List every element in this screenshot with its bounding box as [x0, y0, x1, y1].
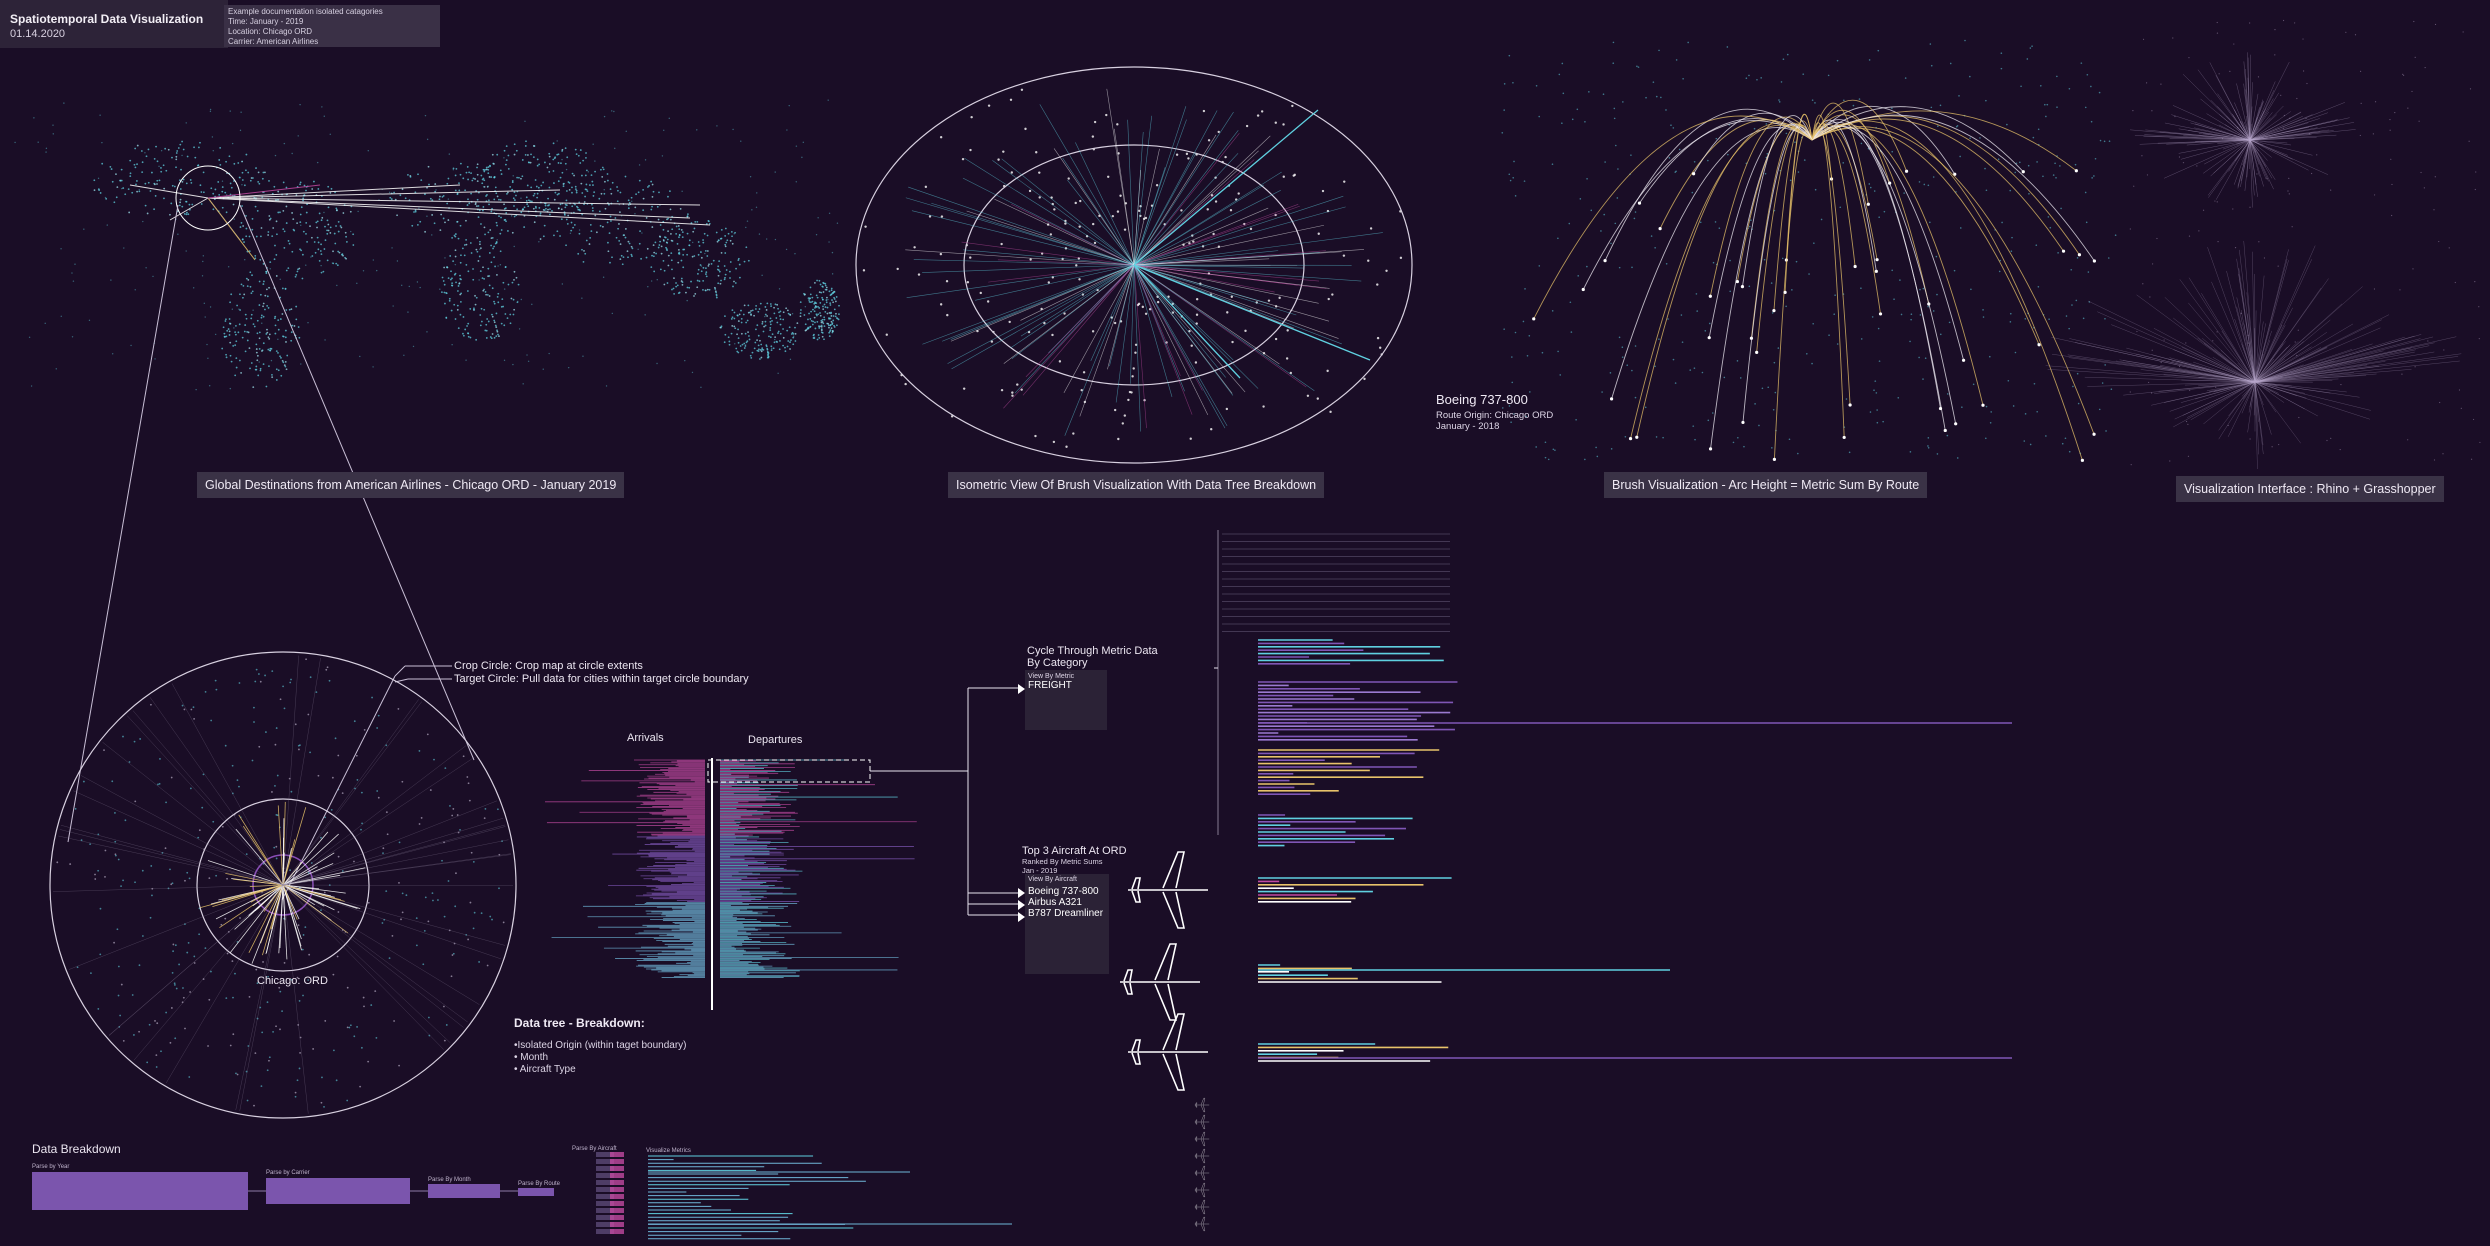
breakdown-label: Parse by Carrier: [266, 1170, 310, 1176]
metric-cycle-title: Cycle Through Metric Data By Category: [1027, 645, 1158, 669]
crop-circle-note: Crop Circle: Crop map at circle extents: [454, 660, 643, 672]
airplane-icon: [1194, 1200, 1210, 1214]
top-aircraft-title: Top 3 Aircraft At ORD Ranked By Metric S…: [1022, 845, 1127, 875]
aircraft-item-2[interactable]: Airbus A321: [1028, 897, 1082, 908]
aircraft-arrow-icon: [1018, 888, 1025, 898]
caption-brush: Brush Visualization - Arc Height = Metri…: [1604, 472, 1928, 498]
tree-connectors: [870, 667, 1218, 916]
data-tree-item: •Isolated Origin (within taget boundary): [514, 1040, 687, 1051]
data-tree-note: Data tree - Breakdown: •Isolated Origin …: [514, 1016, 686, 1076]
caption-isometric: Isometric View Of Brush Visualization Wi…: [948, 472, 1325, 498]
caption-global: Global Destinations from American Airlin…: [197, 472, 625, 498]
boeing-note-title: Boeing 737-800: [1436, 392, 1528, 407]
airplane-icon: [1194, 1166, 1210, 1180]
page-date: 01.14.2020: [10, 28, 66, 40]
aircraft-item-1[interactable]: Boeing 737-800: [1028, 886, 1099, 897]
info-line: Example documentation isolated catagorie…: [228, 7, 383, 16]
breakdown-label: Parse by Year: [32, 1164, 70, 1170]
breakdown-label: Parse By Month: [428, 1177, 471, 1183]
aircraft-arrow-icon: [1018, 900, 1025, 910]
data-breakdown-title: Data Breakdown: [32, 1142, 121, 1156]
breakdown-label: Parse By Aircraft: [572, 1146, 617, 1152]
departures-label: Departures: [748, 734, 803, 746]
zoom-connectors: [67, 204, 475, 901]
world-map-dots: [14, 99, 840, 391]
arc-map-dots: [1501, 39, 2117, 461]
airplane-icon: [1194, 1132, 1210, 1146]
city-label: Chicago: ORD: [257, 975, 328, 987]
data-tree-item: • Month: [514, 1052, 549, 1063]
world-target-circle: [175, 165, 241, 231]
interface-lines: [2045, 52, 2462, 470]
breakdown-bars: [32, 1172, 554, 1210]
top-aircraft-period: Jan - 2019: [1022, 866, 1058, 875]
caption-interface: Visualization Interface : Rhino + Grassh…: [2176, 476, 2444, 502]
iso-outer-ellipse: [855, 66, 1413, 464]
info-line: Location: Chicago ORD: [228, 27, 313, 36]
airplane-icon: [1120, 943, 1200, 1021]
target-circle-note: Target Circle: Pull data for cities with…: [454, 673, 749, 685]
page-title: Spatiotemporal Data Visualization: [10, 12, 204, 26]
interface-dots: [2129, 19, 2481, 466]
info-line: Carrier: American Airlines: [228, 37, 319, 46]
metric-bars: [1217, 530, 2012, 1062]
circle-rays: [53, 655, 513, 1114]
header-info: Example documentation isolated catagorie…: [224, 5, 440, 47]
target-circle: [196, 798, 370, 972]
arrivals-departures-histogram: [545, 758, 917, 1010]
metric-arrow-icon: [1018, 684, 1025, 694]
airplane-icon: [1128, 851, 1208, 929]
airplane-icon: [1194, 1149, 1210, 1163]
title-block: Spatiotemporal Data Visualization 01.14.…: [0, 0, 228, 48]
brush-arcs: [1532, 99, 2096, 462]
visualize-metrics-lines: [648, 1155, 1012, 1240]
airplane-icon: [1194, 1217, 1210, 1231]
crop-circle: [49, 651, 517, 1119]
airplane-icon: [1194, 1115, 1210, 1129]
airplane-icon: [1128, 1013, 1208, 1091]
info-line: Time: January - 2019: [228, 17, 304, 26]
boeing-note-origin: Route Origin: Chicago ORD: [1436, 410, 1554, 421]
arrivals-label: Arrivals: [627, 732, 664, 744]
boeing-note-period: January - 2018: [1436, 421, 1500, 432]
boeing-note: Boeing 737-800 Route Origin: Chicago ORD…: [1436, 392, 1553, 432]
parse-by-aircraft-grid: [596, 1152, 624, 1234]
metric-selector[interactable]: View By Metric FREIGHT: [1025, 670, 1107, 730]
aircraft-view-label: View By Aircraft: [1028, 876, 1077, 883]
breakdown-label: Visualize Metrics: [646, 1148, 691, 1154]
airplane-icon: [1194, 1098, 1210, 1112]
aircraft-icons: [1120, 851, 1210, 1231]
top-aircraft-heading: Top 3 Aircraft At ORD: [1022, 845, 1127, 857]
iso-rays: [905, 88, 1383, 436]
aircraft-item-3[interactable]: B787 Dreamliner: [1028, 908, 1104, 919]
top-aircraft-subtitle: Ranked By Metric Sums: [1022, 857, 1103, 866]
world-routes: [129, 184, 711, 261]
metric-selected[interactable]: FREIGHT: [1028, 680, 1072, 691]
aircraft-arrow-icon: [1018, 912, 1025, 922]
data-tree-title: Data tree - Breakdown:: [514, 1016, 645, 1030]
metric-cycle-title-2: By Category: [1027, 657, 1088, 669]
metric-view-label: View By Metric: [1028, 673, 1075, 680]
data-tree-item: • Aircraft Type: [514, 1064, 576, 1075]
airplane-icon: [1194, 1183, 1210, 1197]
breakdown-label: Parse By Route: [518, 1181, 561, 1187]
metric-cycle-title-1: Cycle Through Metric Data: [1027, 645, 1158, 657]
aircraft-selector[interactable]: View By Aircraft Boeing 737-800 Airbus A…: [1025, 874, 1109, 974]
